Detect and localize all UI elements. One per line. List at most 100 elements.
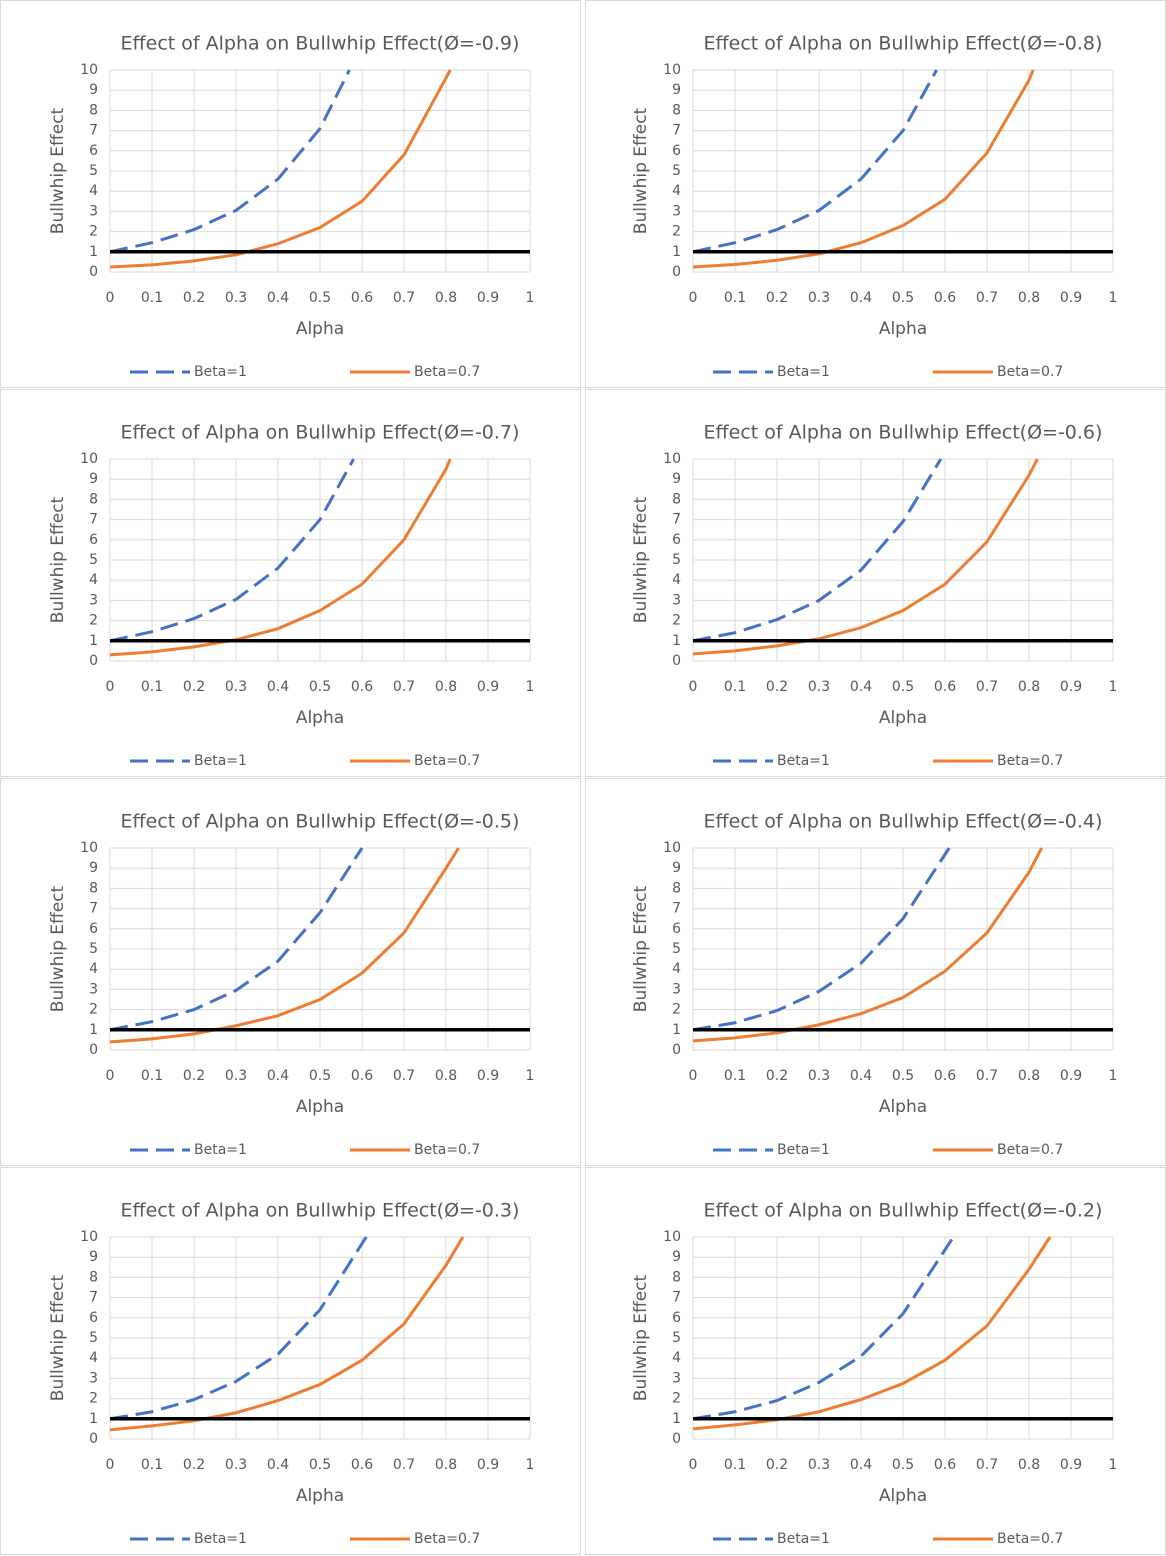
x-axis-title: Alpha: [879, 1097, 927, 1117]
x-tick-label: 1: [526, 1068, 535, 1084]
chart-title: Effect of Alpha on Bullwhip Effect(Ø=-0.…: [121, 33, 520, 55]
x-tick-label: 0.3: [808, 290, 830, 306]
y-tick-label: 5: [672, 552, 681, 568]
panel-border: [585, 1167, 1166, 1555]
series-line: [693, 69, 1035, 269]
panel-border: [585, 389, 1166, 777]
y-tick-label: 1: [89, 1411, 98, 1427]
chart-title: Effect of Alpha on Bullwhip Effect(Ø=-0.…: [704, 811, 1103, 833]
y-tick-label: 7: [672, 901, 681, 917]
y-tick-label: 3: [89, 1370, 98, 1386]
x-tick-label: 0.4: [850, 679, 872, 695]
x-tick-label: 0.6: [934, 1457, 956, 1473]
x-tick-label: 0.7: [976, 679, 998, 695]
y-tick-label: 3: [672, 981, 681, 997]
legend-label: Beta=1: [777, 1142, 830, 1158]
x-tick-label: 0.3: [225, 1457, 247, 1473]
y-tick-label: 10: [663, 62, 681, 78]
y-tick-label: 4: [89, 961, 98, 977]
chart-title: Effect of Alpha on Bullwhip Effect(Ø=-0.…: [704, 422, 1103, 444]
y-tick-label: 6: [89, 143, 98, 159]
y-tick-label: 4: [89, 183, 98, 199]
legend-label: Beta=1: [777, 364, 830, 380]
x-tick-label: 0: [689, 290, 698, 306]
x-tick-label: 0.2: [183, 1457, 205, 1473]
x-tick-label: 0: [106, 290, 115, 306]
y-tick-label: 6: [672, 143, 681, 159]
x-tick-label: 0.3: [808, 1068, 830, 1084]
x-tick-label: 0.7: [976, 1457, 998, 1473]
x-axis-title: Alpha: [296, 1486, 344, 1506]
panel-border: [0, 778, 581, 1166]
y-tick-label: 4: [672, 1350, 681, 1366]
y-tick-label: 6: [672, 1310, 681, 1326]
x-axis-title: Alpha: [879, 319, 927, 339]
y-tick-label: 10: [663, 840, 681, 856]
chart-title: Effect of Alpha on Bullwhip Effect(Ø=-0.…: [121, 811, 520, 833]
y-tick-label: 1: [89, 1022, 98, 1038]
x-tick-label: 0.8: [1018, 1457, 1040, 1473]
x-tick-label: 0.1: [724, 1068, 746, 1084]
x-tick-label: 0.9: [477, 679, 499, 695]
y-tick-label: 8: [672, 1269, 681, 1285]
y-tick-label: 3: [89, 592, 98, 608]
series-line: [693, 69, 938, 254]
chart-title: Effect of Alpha on Bullwhip Effect(Ø=-0.…: [704, 33, 1103, 55]
y-tick-label: 7: [672, 123, 681, 139]
x-tick-label: 1: [1109, 1068, 1118, 1084]
y-tick-label: 8: [672, 102, 681, 118]
y-tick-label: 9: [89, 82, 98, 98]
legend-label: Beta=0.7: [414, 753, 480, 769]
x-tick-label: 0.7: [393, 1068, 415, 1084]
x-tick-label: 0.7: [393, 679, 415, 695]
y-tick-label: 6: [89, 1310, 98, 1326]
x-tick-label: 0.2: [183, 290, 205, 306]
series-line: [110, 1236, 368, 1421]
x-tick-label: 0: [689, 1457, 698, 1473]
y-tick-label: 0: [672, 1431, 681, 1447]
chart-panel: Effect of Alpha on Bullwhip Effect(Ø=-0.…: [0, 1167, 581, 1555]
y-tick-label: 10: [80, 451, 98, 467]
y-tick-label: 1: [672, 1411, 681, 1427]
y-tick-label: 5: [89, 1330, 98, 1346]
x-tick-label: 0.6: [351, 1457, 373, 1473]
x-tick-label: 0.8: [435, 1457, 457, 1473]
y-tick-label: 4: [89, 572, 98, 588]
x-tick-label: 0.4: [267, 1068, 289, 1084]
y-tick-label: 3: [672, 1370, 681, 1386]
y-tick-label: 2: [672, 1002, 681, 1018]
series-line: [110, 1236, 465, 1432]
y-tick-label: 2: [672, 1391, 681, 1407]
y-tick-label: 9: [89, 1249, 98, 1265]
x-tick-label: 1: [1109, 1457, 1118, 1473]
x-tick-label: 0.4: [267, 290, 289, 306]
x-tick-label: 0.6: [351, 679, 373, 695]
x-tick-label: 0.3: [808, 1457, 830, 1473]
x-tick-label: 0.5: [892, 1457, 914, 1473]
y-axis-title: Bullwhip Effect: [48, 107, 68, 234]
x-tick-label: 0.8: [435, 290, 457, 306]
x-tick-label: 0.7: [976, 290, 998, 306]
x-tick-label: 0.7: [393, 1457, 415, 1473]
y-tick-label: 6: [672, 921, 681, 937]
y-tick-label: 0: [672, 264, 681, 280]
y-tick-label: 0: [89, 264, 98, 280]
legend-label: Beta=0.7: [997, 1142, 1063, 1158]
x-tick-label: 0: [106, 679, 115, 695]
x-tick-label: 0.6: [934, 290, 956, 306]
y-tick-label: 1: [672, 244, 681, 260]
y-tick-label: 9: [672, 1249, 681, 1265]
y-tick-label: 7: [672, 1290, 681, 1306]
x-tick-label: 0.1: [724, 1457, 746, 1473]
x-tick-label: 0: [106, 1068, 115, 1084]
x-tick-label: 0.8: [1018, 1068, 1040, 1084]
series-line: [693, 847, 1043, 1043]
x-tick-label: 0.8: [1018, 290, 1040, 306]
series-line: [693, 847, 951, 1032]
y-tick-label: 8: [89, 491, 98, 507]
chart-panel: Effect of Alpha on Bullwhip Effect(Ø=-0.…: [585, 1167, 1166, 1555]
x-tick-label: 0.1: [724, 679, 746, 695]
x-tick-label: 0.6: [351, 1068, 373, 1084]
x-tick-label: 1: [1109, 679, 1118, 695]
series-line: [693, 458, 943, 643]
